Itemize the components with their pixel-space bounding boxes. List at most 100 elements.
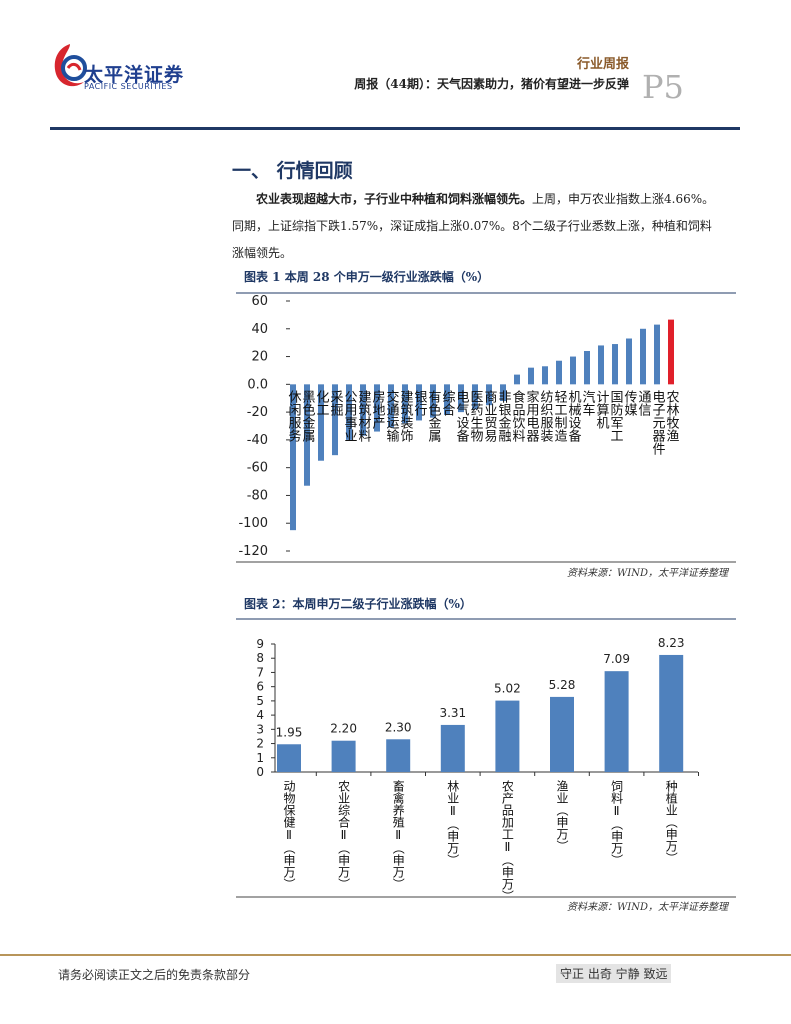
section-title: 一、 行情回顾 [232, 160, 353, 182]
logo-icon [54, 44, 87, 87]
disclaimer: 请务必阅读正文之后的免责条款部分 [58, 968, 251, 982]
value-label: 5.28 [549, 678, 576, 692]
y-tick-label: 40 [251, 322, 268, 337]
y-tick-label: 0.0 [247, 377, 268, 392]
bar [332, 384, 338, 456]
chart-title: 图表 2：本周申万二级子行业涨跌幅（%） [244, 596, 472, 611]
value-label: 2.30 [385, 720, 412, 734]
value-label: 8.23 [658, 636, 685, 650]
y-tick-label: 4 [256, 708, 264, 722]
bar [570, 356, 576, 385]
chart-source: 资料来源：WIND，太平洋证券整理 [567, 901, 730, 913]
logo-en: PACIFIC SECURITIES [84, 82, 173, 91]
x-tick-label: 银行 [412, 390, 428, 417]
bar [444, 384, 450, 415]
category: 行业周报 [576, 57, 629, 72]
x-tick-label: 纺织服装 [538, 390, 554, 442]
x-tick-label: 食品饮料 [510, 389, 526, 442]
bar [290, 384, 296, 531]
bar [304, 384, 310, 486]
bar [486, 384, 492, 406]
x-tick-label: 有色金属 [426, 390, 442, 443]
chart-title: 图表 1 本周 28 个申万一级行业涨跌幅（%） [244, 269, 489, 284]
y-tick-label: 2 [256, 737, 264, 751]
x-tick-label: 通信 [636, 390, 652, 416]
value-label: 2.20 [330, 722, 357, 736]
y-tick-label: 6 [256, 680, 264, 694]
x-tick-label: 饲料Ⅱ（申万） [610, 780, 624, 866]
footer-rule [0, 954, 791, 956]
x-tick-label: 交通运输 [384, 389, 400, 442]
x-tick-label: 畜禽养殖Ⅱ（申万） [391, 779, 405, 890]
y-tick-label: 20 [251, 350, 268, 365]
value-label: 1.95 [276, 725, 303, 739]
y-tick-label: -120 [238, 544, 268, 559]
x-tick-label: 农业综合Ⅱ（申万） [337, 780, 351, 890]
x-tick-label: 林业Ⅱ（申万） [446, 780, 460, 866]
bar [668, 319, 674, 385]
value-label: 5.02 [494, 682, 521, 696]
y-tick-label: -60 [247, 461, 268, 476]
bar [584, 351, 590, 385]
bar [626, 338, 632, 385]
bar [500, 384, 506, 401]
motto: 守正 出奇 宁静 致远 [556, 964, 672, 983]
x-tick-label: 医药生物 [468, 390, 484, 443]
x-tick-label: 公用事业 [342, 390, 358, 442]
x-tick-label: 机械设备 [566, 390, 582, 443]
x-tick-label: 轻工制造 [552, 390, 568, 443]
y-tick-label: 7 [256, 665, 264, 679]
x-tick-label: 渔业（申万） [555, 780, 569, 852]
x-tick-label: 电子元器件 [650, 390, 666, 455]
x-tick-label: 黑色金属 [300, 390, 316, 443]
bar [556, 360, 562, 385]
x-tick-label: 计算机 [594, 390, 610, 430]
x-tick-label: 休闲服务 [286, 390, 302, 442]
x-tick-label: 综合 [440, 390, 456, 416]
y-tick-label: 0 [256, 765, 264, 779]
x-tick-label: 国防军工 [608, 390, 624, 442]
x-tick-label: 传媒 [622, 390, 638, 416]
bar [388, 384, 394, 428]
bar [495, 700, 520, 772]
chart-source: 资料来源：WIND，太平洋证券整理 [567, 567, 730, 579]
paragraph-body: 上周，申万农业指数上涨4.66%。同期，上证综指下跌1.57%，深证成指上涨0.… [232, 192, 715, 260]
x-tick-label: 农林牧渔 [664, 390, 680, 442]
bar [277, 744, 301, 772]
logo-cn: 太平洋证券 [84, 64, 185, 86]
x-tick-label: 化工 [314, 390, 330, 416]
page-number: P5 [642, 68, 684, 106]
bar [440, 724, 465, 772]
y-tick-label: -100 [238, 516, 268, 531]
bar [542, 366, 548, 385]
y-tick-label: -20 [247, 405, 268, 420]
chart-2: 图表 2：本周申万二级子行业涨跌幅（%） 资料来源：WIND，太平洋证券整理 0… [236, 596, 736, 913]
x-tick-label: 汽车 [580, 390, 596, 416]
bar [654, 324, 660, 385]
x-tick-label: 动物保健Ⅱ（申万） [282, 780, 296, 890]
bar [346, 384, 352, 440]
y-tick-label: 9 [256, 637, 264, 651]
bar [360, 384, 366, 436]
x-tick-label: 房地产 [370, 389, 386, 430]
bar [374, 384, 380, 432]
x-tick-label: 商业贸易 [482, 390, 498, 443]
bar [458, 384, 464, 413]
x-tick-label: 电气设备 [454, 390, 470, 443]
bar [331, 740, 356, 772]
x-tick-label: 建筑材料 [356, 390, 372, 442]
value-label: 3.31 [439, 706, 466, 720]
bar [550, 696, 574, 772]
y-tick-label: 8 [256, 651, 264, 665]
x-tick-label: 采掘 [328, 390, 344, 416]
bar [612, 344, 618, 385]
bar [528, 367, 534, 385]
bar [640, 328, 646, 385]
y-tick-label: -80 [247, 488, 268, 503]
chart-1: 图表 1 本周 28 个申万一级行业涨跌幅（%） 资料来源：WIND，太平洋证券… [236, 269, 736, 579]
bar [659, 654, 684, 772]
report-title: 周报（44期）：天气因素助力，猪价有望进一步反弹 [354, 77, 629, 91]
header-rule [50, 127, 740, 130]
x-tick-label: 种植业（申万） [664, 780, 678, 864]
